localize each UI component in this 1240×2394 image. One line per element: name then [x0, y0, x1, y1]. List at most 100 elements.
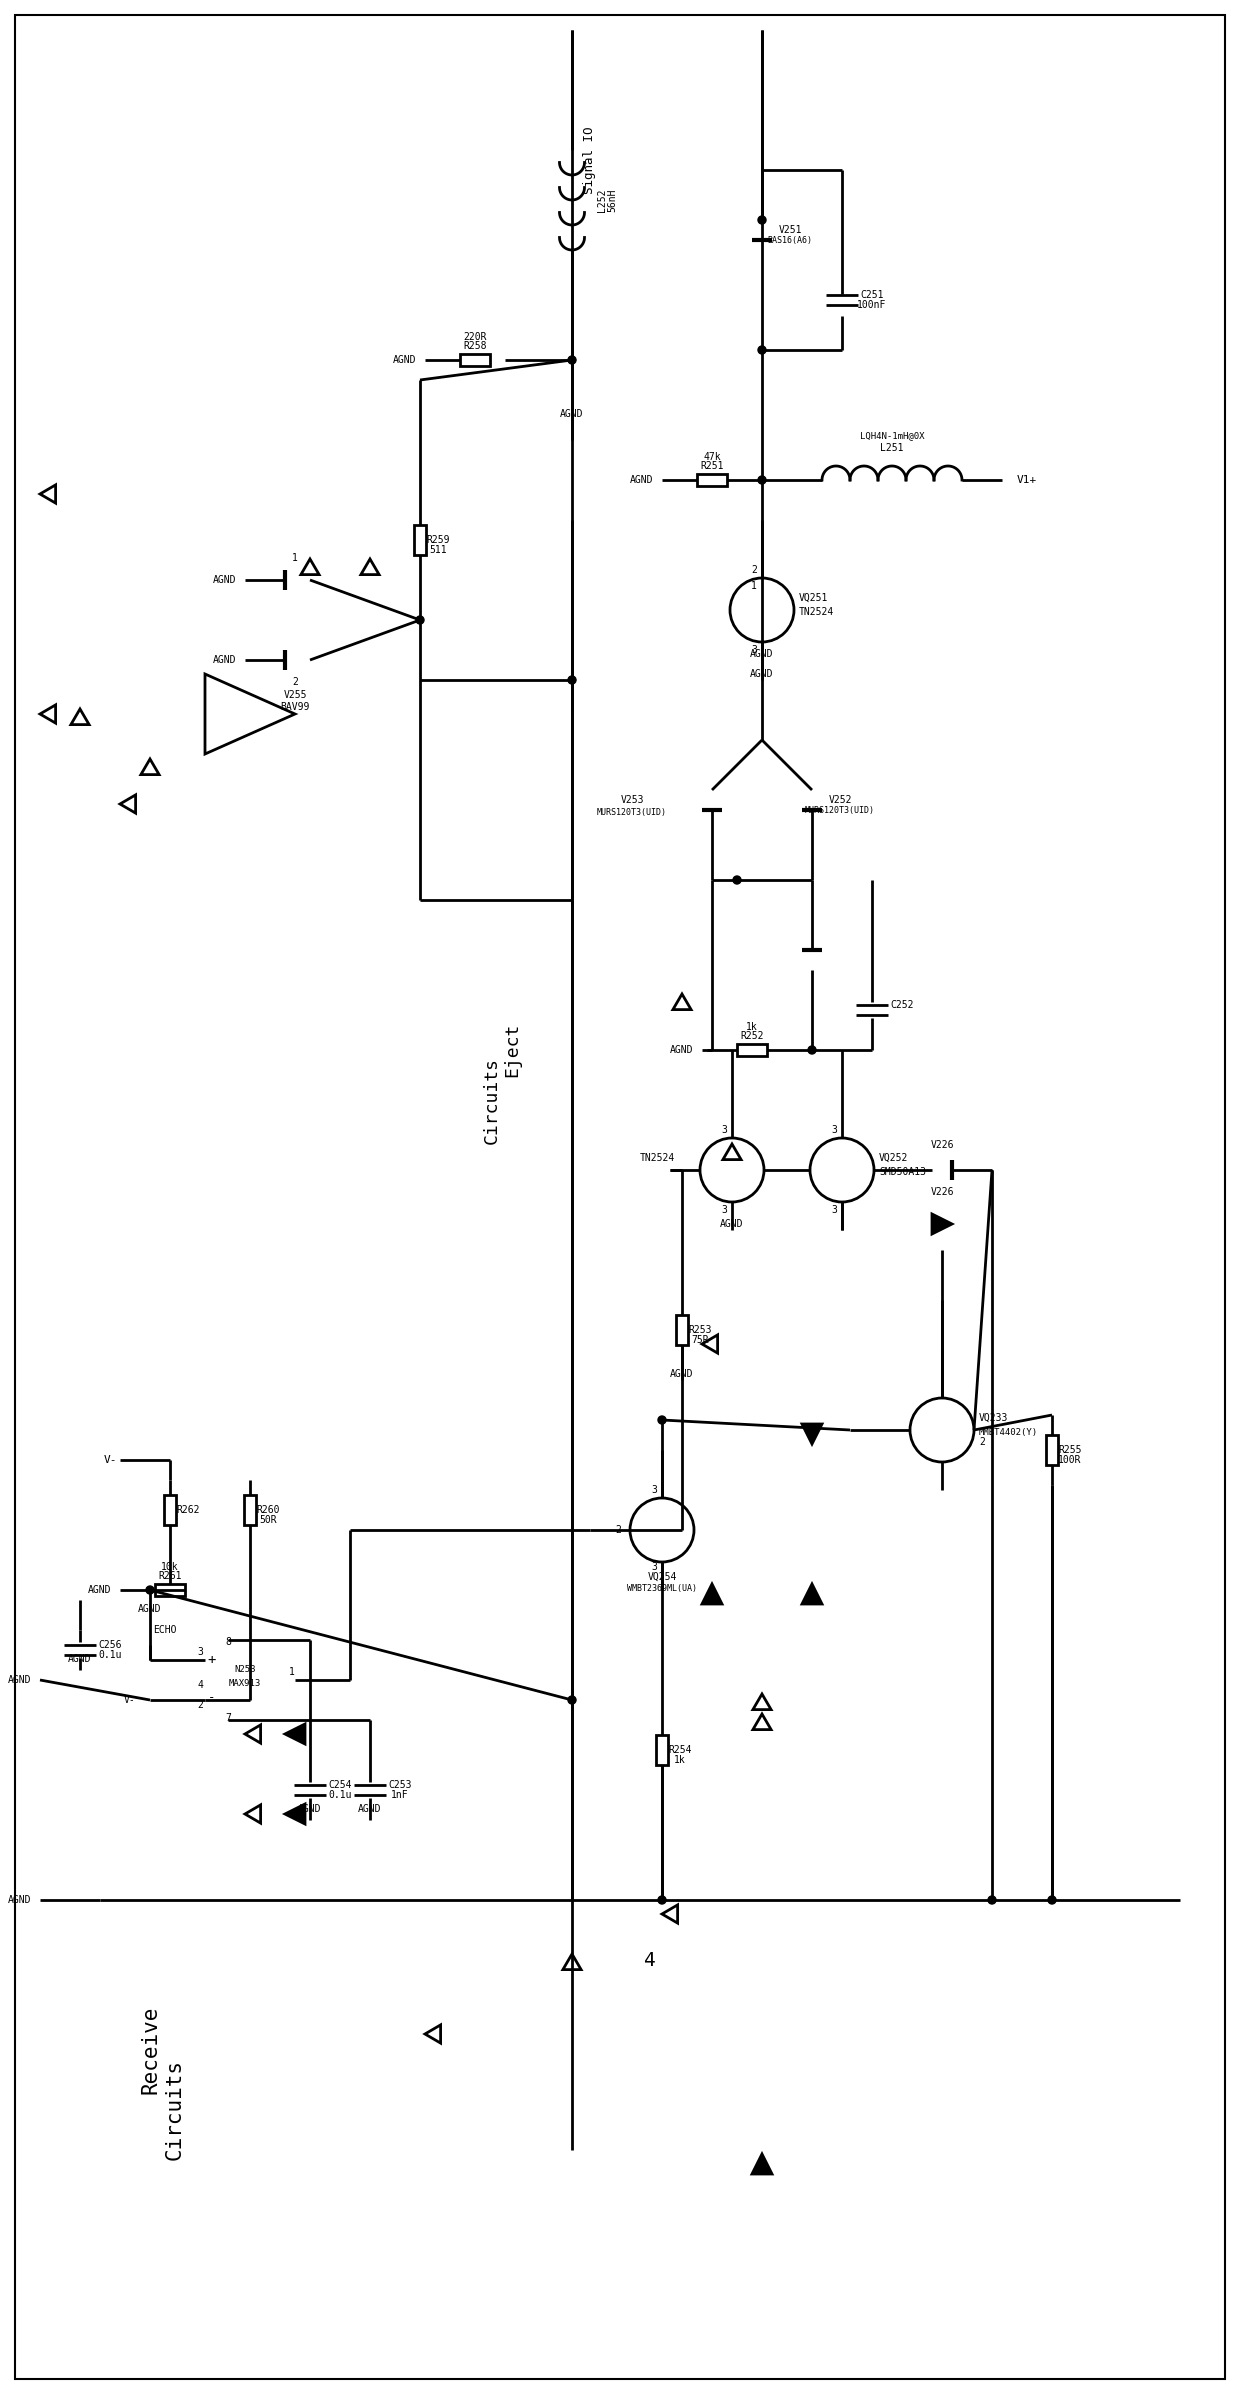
Text: TN2524: TN2524 [799, 608, 835, 618]
Text: AGND: AGND [7, 1896, 31, 1906]
Circle shape [568, 357, 577, 364]
Text: R258: R258 [464, 340, 487, 352]
Text: 2: 2 [751, 565, 756, 575]
Polygon shape [932, 1214, 952, 1233]
Text: 100R: 100R [1058, 1456, 1081, 1465]
Text: V-: V- [103, 1456, 117, 1465]
Text: MURS120T3(UID): MURS120T3(UID) [596, 807, 667, 816]
Polygon shape [802, 1585, 822, 1604]
Bar [414, 524, 427, 555]
Text: -: - [208, 1693, 216, 1705]
Text: 7: 7 [226, 1714, 231, 1724]
Text: 4: 4 [197, 1681, 203, 1690]
Text: 8: 8 [226, 1637, 231, 1647]
Text: C252: C252 [890, 1001, 914, 1010]
Text: 75R: 75R [691, 1336, 709, 1345]
Text: 3: 3 [651, 1484, 657, 1494]
Circle shape [758, 347, 766, 354]
Circle shape [658, 1415, 666, 1424]
Text: Signal IO: Signal IO [584, 127, 596, 194]
Bar [737, 1044, 768, 1056]
Text: 100nF: 100nF [857, 299, 887, 309]
Polygon shape [285, 1724, 305, 1743]
Text: 0.1u: 0.1u [98, 1649, 122, 1659]
Text: MURS120T3(UID): MURS120T3(UID) [805, 804, 875, 814]
Text: 3: 3 [831, 1125, 837, 1135]
Text: C251: C251 [861, 290, 884, 299]
Circle shape [658, 1896, 666, 1903]
Text: V252: V252 [828, 795, 852, 804]
Text: AGND: AGND [138, 1604, 161, 1614]
Text: V226: V226 [930, 1187, 954, 1197]
Text: R261: R261 [159, 1570, 182, 1580]
Text: AGND: AGND [750, 649, 774, 658]
Text: AGND: AGND [720, 1219, 744, 1231]
Text: R252: R252 [740, 1032, 764, 1041]
Text: 3: 3 [831, 1204, 837, 1216]
Text: 1nF: 1nF [391, 1791, 409, 1800]
Text: 47k: 47k [703, 452, 720, 462]
Text: AGND: AGND [213, 575, 237, 584]
Text: 1k: 1k [746, 1022, 758, 1032]
Text: VQ254: VQ254 [647, 1573, 677, 1582]
Text: R254: R254 [668, 1745, 692, 1755]
Circle shape [568, 675, 577, 685]
Text: 50R: 50R [259, 1515, 277, 1525]
Text: MMBT4402(Y): MMBT4402(Y) [980, 1427, 1038, 1436]
Text: AGND: AGND [670, 1046, 693, 1056]
Text: R251: R251 [701, 462, 724, 472]
Circle shape [808, 1046, 816, 1053]
Text: 2: 2 [980, 1436, 985, 1446]
Polygon shape [751, 2155, 773, 2174]
Circle shape [568, 1695, 577, 1705]
Text: AGND: AGND [213, 656, 237, 666]
Text: AGND: AGND [671, 1369, 693, 1379]
Text: 2: 2 [293, 678, 298, 687]
Text: 3: 3 [197, 1647, 203, 1657]
Text: 4: 4 [644, 1951, 656, 1970]
Polygon shape [702, 1585, 722, 1604]
Text: R260: R260 [257, 1506, 280, 1515]
Text: ECHO: ECHO [154, 1626, 177, 1635]
Text: BAV99: BAV99 [280, 701, 310, 711]
Text: R262: R262 [176, 1506, 200, 1515]
Text: 2: 2 [615, 1525, 621, 1535]
Text: V255: V255 [283, 689, 306, 699]
Bar [1047, 1434, 1058, 1465]
Circle shape [415, 615, 424, 625]
Text: 3: 3 [751, 644, 756, 656]
Text: AGND: AGND [560, 409, 584, 419]
Text: R255: R255 [1058, 1446, 1081, 1456]
Text: R253: R253 [688, 1324, 712, 1336]
Text: VQ251: VQ251 [799, 594, 828, 603]
Text: AGND: AGND [7, 1676, 31, 1685]
Text: 56nH: 56nH [608, 189, 618, 211]
Text: VQ233: VQ233 [980, 1412, 1008, 1422]
Text: +: + [208, 1652, 216, 1666]
Text: C254: C254 [329, 1781, 352, 1791]
Text: AGND: AGND [299, 1805, 321, 1815]
Text: V226: V226 [930, 1140, 954, 1149]
Text: V1+: V1+ [1017, 474, 1037, 486]
Text: 2: 2 [197, 1700, 203, 1709]
Polygon shape [285, 1805, 305, 1824]
Text: N253: N253 [234, 1666, 255, 1673]
Text: LQH4N-1mH@0X: LQH4N-1mH@0X [859, 431, 924, 440]
Text: VQ252: VQ252 [879, 1154, 909, 1163]
Bar [697, 474, 727, 486]
Text: V253: V253 [620, 795, 644, 804]
Bar [656, 1736, 668, 1764]
Text: 3: 3 [651, 1561, 657, 1573]
Text: BAS16(A6): BAS16(A6) [768, 235, 812, 244]
Text: Circuits: Circuits [165, 2059, 185, 2159]
Circle shape [146, 1585, 154, 1594]
Text: L251: L251 [880, 443, 904, 452]
Text: R259: R259 [427, 534, 450, 546]
Text: AGND: AGND [88, 1585, 112, 1594]
Text: AGND: AGND [68, 1654, 92, 1664]
Text: AGND: AGND [750, 670, 774, 680]
Text: 1: 1 [751, 582, 756, 591]
Text: AGND: AGND [358, 1805, 382, 1815]
Text: 1k: 1k [675, 1755, 686, 1764]
Text: 3: 3 [722, 1204, 727, 1216]
